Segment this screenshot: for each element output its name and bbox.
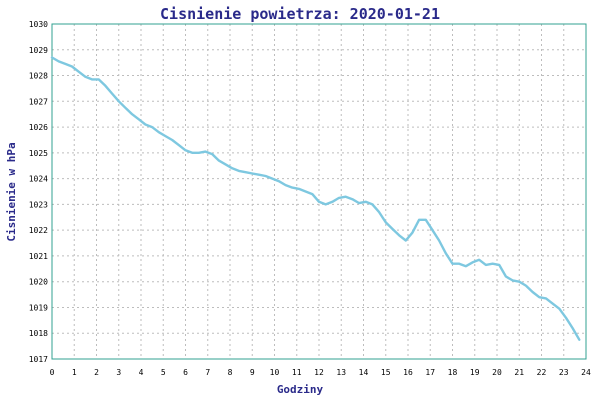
- y-tick-label: 1019: [29, 303, 48, 312]
- x-tick-label: 14: [359, 368, 369, 377]
- x-tick-label: 5: [161, 368, 166, 377]
- y-tick-label: 1026: [29, 123, 48, 132]
- y-tick-label: 1025: [29, 149, 48, 158]
- x-tick-label: 11: [292, 368, 302, 377]
- x-tick-label: 15: [381, 368, 391, 377]
- y-tick-label: 1018: [29, 329, 48, 338]
- y-tick-label: 1029: [29, 46, 48, 55]
- x-tick-label: 21: [514, 368, 524, 377]
- x-tick-label: 8: [228, 368, 233, 377]
- y-tick-label: 1030: [29, 20, 48, 29]
- x-tick-label: 16: [403, 368, 413, 377]
- x-tick-label: 3: [116, 368, 121, 377]
- x-tick-label: 13: [336, 368, 346, 377]
- x-tick-label: 24: [581, 368, 591, 377]
- y-tick-label: 1017: [29, 355, 48, 364]
- y-tick-label: 1023: [29, 200, 48, 209]
- x-tick-label: 17: [425, 368, 435, 377]
- y-axis-label: Cisnienie w hPa: [5, 142, 18, 241]
- x-tick-label: 23: [559, 368, 569, 377]
- y-tick-labels: 1017 1018 1019 1020 1021 1022 1023 1024 1025 1026…: [29, 20, 48, 364]
- x-tick-label: 9: [250, 368, 255, 377]
- x-tick-label: 6: [183, 368, 188, 377]
- x-tick-label: 18: [448, 368, 458, 377]
- y-tick-label: 1028: [29, 72, 48, 81]
- x-tick-label: 10: [270, 368, 280, 377]
- plot-frame: [51, 23, 587, 360]
- y-tick-label: 1027: [29, 97, 48, 106]
- series-line-pressure: [50, 56, 581, 341]
- y-tick-label: 1020: [29, 278, 48, 287]
- chart-title: Cisnienie powietrza: 2020-01-21: [160, 5, 440, 23]
- x-tick-labels: 0 1 2 3 4 5 6 7 8 9 10 11 12 13 14 15 16 17 18 19 20 21 22 23 24: [50, 368, 591, 377]
- x-axis-label: Godziny: [277, 383, 324, 396]
- x-tick-label: 0: [50, 368, 55, 377]
- y-tick-label: 1021: [29, 252, 48, 261]
- x-tick-label: 4: [139, 368, 144, 377]
- x-tick-label: 7: [205, 368, 210, 377]
- x-tick-label: 12: [314, 368, 324, 377]
- y-tick-label: 1022: [29, 226, 48, 235]
- x-tick-label: 1: [72, 368, 77, 377]
- x-tick-label: 20: [492, 368, 502, 377]
- x-tick-label: 22: [537, 368, 547, 377]
- x-tick-label: 19: [470, 368, 480, 377]
- y-tick-label: 1024: [29, 175, 48, 184]
- x-tick-label: 2: [94, 368, 99, 377]
- grid-layer: [52, 24, 586, 359]
